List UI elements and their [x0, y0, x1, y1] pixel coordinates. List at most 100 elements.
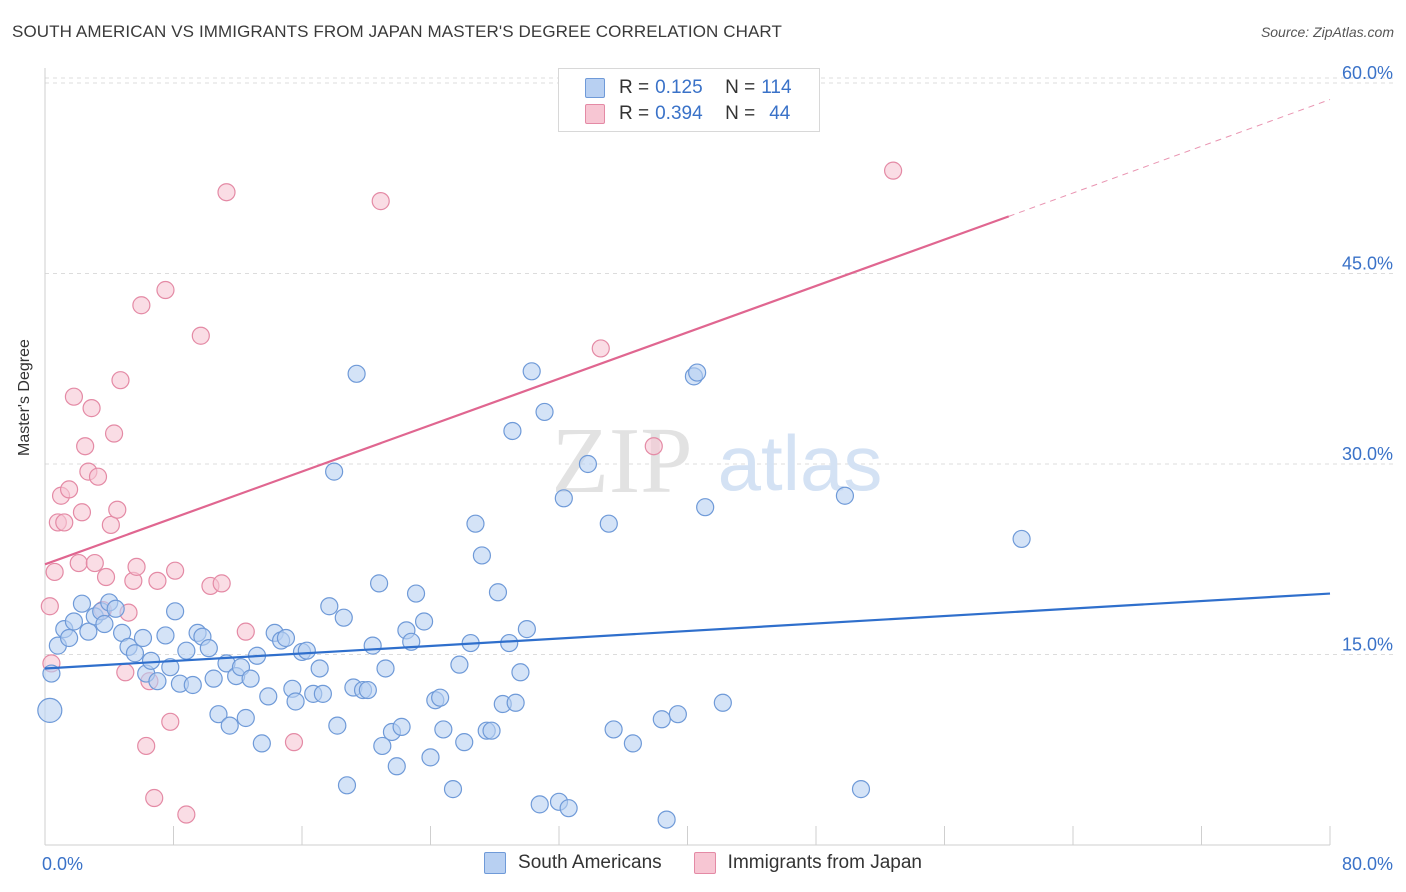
blue-point	[530, 795, 549, 814]
pink-point	[45, 562, 64, 582]
blue-point	[599, 514, 618, 533]
blue-point	[156, 626, 175, 645]
pink-point	[217, 183, 236, 202]
legend-label-south-americans: South Americans	[518, 852, 662, 873]
blue-point	[276, 628, 296, 648]
blue-point	[334, 608, 353, 627]
blue-point	[363, 636, 382, 655]
blue-point	[713, 693, 732, 712]
pink-point	[116, 663, 135, 682]
watermark-atlas: atlas	[718, 419, 883, 507]
blue-point	[414, 612, 434, 631]
pink-point	[156, 280, 175, 300]
blue-point	[554, 489, 573, 508]
tick-labels: 15.0% 30.0% 45.0% 60.0% 0.0% 80.0%	[42, 63, 1393, 874]
pink-point	[76, 437, 95, 456]
x-tick-label: 80.0%	[1342, 854, 1393, 874]
blue-point	[406, 584, 426, 603]
blue-point	[696, 498, 715, 517]
trend-line-japan	[44, 215, 1010, 566]
blue-point	[161, 658, 180, 677]
pink-point	[145, 788, 164, 808]
blue-point	[657, 810, 676, 829]
pink-point	[177, 805, 196, 824]
trend-lines	[44, 99, 1331, 670]
legend-r-label: R =	[619, 77, 650, 98]
blue-point	[623, 734, 642, 753]
watermark-zip: ZIP	[552, 409, 693, 513]
blue-point	[668, 705, 687, 724]
blue-point	[337, 776, 357, 795]
series-legend: South Americans Immigrants from Japan	[0, 852, 1406, 874]
series-japan-points	[40, 161, 903, 824]
blue-point	[851, 780, 871, 799]
pink-point	[644, 437, 663, 456]
blue-point	[310, 659, 329, 678]
pink-point	[72, 503, 92, 522]
pink-point	[212, 574, 231, 593]
blue-point	[64, 612, 84, 631]
blue-point	[500, 633, 519, 653]
blue-point	[434, 720, 453, 739]
pink-point	[236, 622, 255, 641]
blue-point	[347, 364, 366, 383]
pink-point	[371, 192, 390, 211]
blue-point	[313, 684, 332, 703]
blue-point	[95, 614, 114, 634]
trend-line-south-americans	[44, 592, 1331, 670]
blue-point	[535, 402, 554, 422]
pink-point	[148, 571, 167, 590]
legend-swatch-pink	[585, 104, 605, 124]
pink-point	[40, 597, 59, 616]
pink-point	[284, 733, 304, 752]
chart-title: SOUTH AMERICAN VS IMMIGRANTS FROM JAPAN …	[12, 22, 782, 41]
blue-point	[177, 641, 196, 660]
blue-point	[421, 748, 440, 767]
legend-r-value: 0.125	[655, 77, 703, 98]
pink-point	[64, 387, 84, 406]
legend-r-value: 0.394	[655, 103, 703, 124]
blue-point	[652, 710, 671, 729]
pink-point	[132, 296, 151, 315]
y-tick-label: 15.0%	[1342, 635, 1393, 655]
blue-point	[358, 680, 377, 700]
blue-point	[286, 692, 305, 711]
pink-point	[166, 561, 185, 580]
grid-layer	[45, 77, 1395, 655]
legend-swatch-blue	[585, 78, 605, 98]
blue-point	[376, 659, 395, 678]
y-axis-label: Master's Degree	[16, 339, 33, 456]
blue-point	[466, 514, 485, 533]
watermark: ZIP atlas	[552, 409, 883, 513]
source-credit: Source: ZipAtlas.com	[1260, 24, 1394, 40]
pink-point	[191, 326, 210, 345]
blue-point	[392, 717, 411, 736]
y-tick-label: 60.0%	[1342, 63, 1393, 83]
blue-point	[1012, 529, 1031, 549]
pink-point	[161, 712, 180, 731]
y-tick-label: 30.0%	[1342, 444, 1393, 464]
blue-point	[241, 669, 260, 688]
series-south-american-points	[37, 362, 1031, 829]
blue-point	[503, 421, 522, 441]
blue-point	[325, 462, 344, 481]
pink-point	[108, 500, 127, 519]
blue-point	[835, 486, 855, 505]
pink-point	[96, 567, 116, 587]
pink-point	[104, 424, 124, 443]
legend-label-japan: Immigrants from Japan	[727, 852, 922, 873]
blue-point	[72, 594, 92, 613]
blue-point	[320, 597, 339, 616]
legend-swatch-blue	[484, 852, 507, 874]
x-tick-label: 0.0%	[42, 854, 83, 874]
legend-swatch-pink	[693, 852, 716, 874]
pink-point	[55, 513, 74, 532]
blue-point	[209, 705, 228, 724]
legend-item-south-americans: South Americans	[484, 852, 662, 874]
blue-point	[370, 574, 389, 593]
blue-point	[443, 780, 463, 799]
blue-point	[522, 362, 541, 381]
trend-line-japan-extension	[1008, 99, 1331, 217]
blue-point	[252, 734, 271, 753]
